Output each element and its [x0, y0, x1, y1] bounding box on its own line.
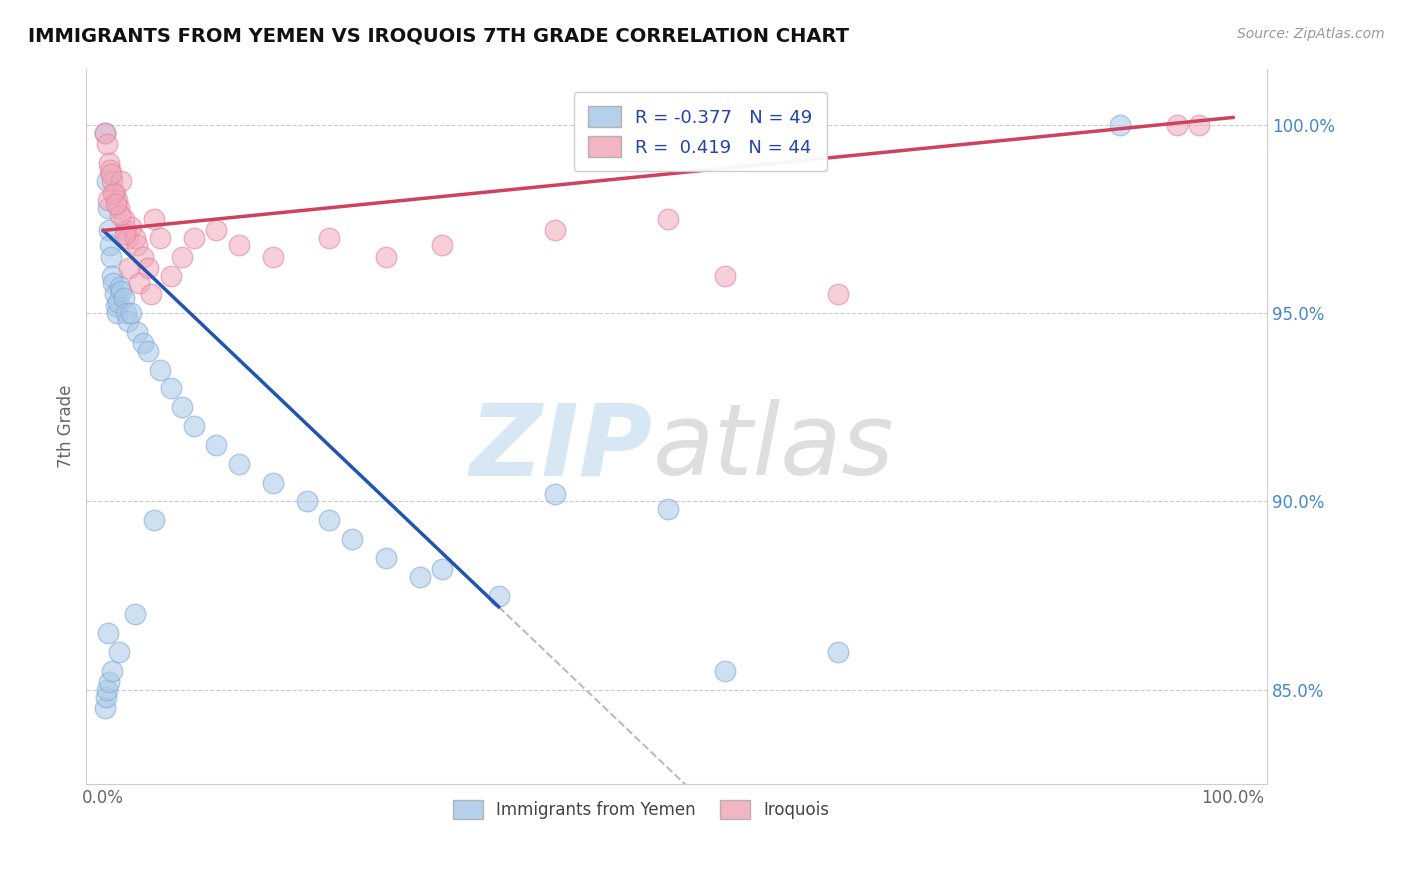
Point: [105, 306, 128, 320]
Point: [97, 626, 120, 640]
Point: [143, 212, 166, 227]
Point: [108, 208, 131, 222]
Point: [104, 299, 127, 313]
Point: [713, 664, 735, 678]
Point: [114, 306, 136, 320]
Point: [101, 268, 124, 283]
Point: [205, 438, 228, 452]
Text: ZIP: ZIP: [470, 399, 652, 496]
Point: [318, 231, 340, 245]
Point: [1109, 118, 1132, 132]
Point: [104, 197, 127, 211]
Point: [110, 284, 132, 298]
Point: [488, 589, 510, 603]
Point: [408, 570, 430, 584]
Point: [827, 287, 849, 301]
Point: [103, 186, 125, 200]
Point: [183, 419, 205, 434]
Point: [94, 126, 117, 140]
Point: [172, 401, 194, 415]
Point: [100, 167, 122, 181]
Point: [132, 336, 155, 351]
Text: Source: ZipAtlas.com: Source: ZipAtlas.com: [1237, 27, 1385, 41]
Point: [98, 675, 121, 690]
Point: [160, 382, 183, 396]
Point: [127, 238, 149, 252]
Point: [430, 238, 453, 252]
Point: [827, 645, 849, 659]
Point: [205, 223, 228, 237]
Point: [96, 174, 118, 188]
Point: [94, 690, 117, 705]
Point: [118, 260, 141, 275]
Point: [117, 231, 139, 245]
Legend: Immigrants from Yemen, Iroquois: Immigrants from Yemen, Iroquois: [446, 793, 837, 825]
Point: [1166, 118, 1188, 132]
Point: [127, 325, 149, 339]
Point: [228, 457, 250, 471]
Point: [108, 645, 131, 659]
Point: [105, 194, 128, 208]
Point: [97, 223, 120, 237]
Point: [138, 260, 160, 275]
Point: [657, 212, 679, 227]
Point: [1188, 118, 1211, 132]
Point: [143, 513, 166, 527]
Point: [374, 250, 396, 264]
Y-axis label: 7th Grade: 7th Grade: [58, 384, 75, 467]
Point: [295, 494, 318, 508]
Point: [124, 231, 146, 245]
Point: [94, 126, 117, 140]
Point: [713, 268, 735, 283]
Point: [101, 174, 124, 188]
Point: [124, 607, 146, 622]
Point: [657, 502, 679, 516]
Point: [340, 532, 363, 546]
Point: [97, 194, 120, 208]
Point: [139, 287, 162, 301]
Point: [103, 287, 125, 301]
Point: [108, 201, 131, 215]
Point: [100, 250, 122, 264]
Text: atlas: atlas: [652, 399, 894, 496]
Point: [149, 231, 172, 245]
Point: [96, 136, 118, 151]
Point: [103, 276, 125, 290]
Point: [94, 701, 117, 715]
Text: IMMIGRANTS FROM YEMEN VS IROQUOIS 7TH GRADE CORRELATION CHART: IMMIGRANTS FROM YEMEN VS IROQUOIS 7TH GR…: [28, 27, 849, 45]
Point: [430, 562, 453, 576]
Point: [374, 550, 396, 565]
Point: [110, 174, 132, 188]
Point: [121, 219, 143, 234]
Point: [107, 294, 129, 309]
Point: [96, 682, 118, 697]
Point: [100, 664, 122, 678]
Point: [117, 314, 139, 328]
Point: [183, 231, 205, 245]
Point: [98, 163, 121, 178]
Point: [114, 227, 136, 241]
Point: [121, 306, 143, 320]
Point: [112, 291, 135, 305]
Point: [172, 250, 194, 264]
Point: [114, 223, 136, 237]
Point: [103, 186, 125, 200]
Point: [544, 223, 567, 237]
Point: [262, 475, 284, 490]
Point: [108, 280, 131, 294]
Point: [149, 362, 172, 376]
Point: [128, 276, 150, 290]
Point: [132, 250, 155, 264]
Point: [112, 212, 135, 227]
Point: [138, 343, 160, 358]
Point: [228, 238, 250, 252]
Point: [97, 155, 120, 169]
Point: [318, 513, 340, 527]
Point: [98, 238, 121, 252]
Point: [97, 201, 120, 215]
Point: [262, 250, 284, 264]
Point: [160, 268, 183, 283]
Point: [544, 487, 567, 501]
